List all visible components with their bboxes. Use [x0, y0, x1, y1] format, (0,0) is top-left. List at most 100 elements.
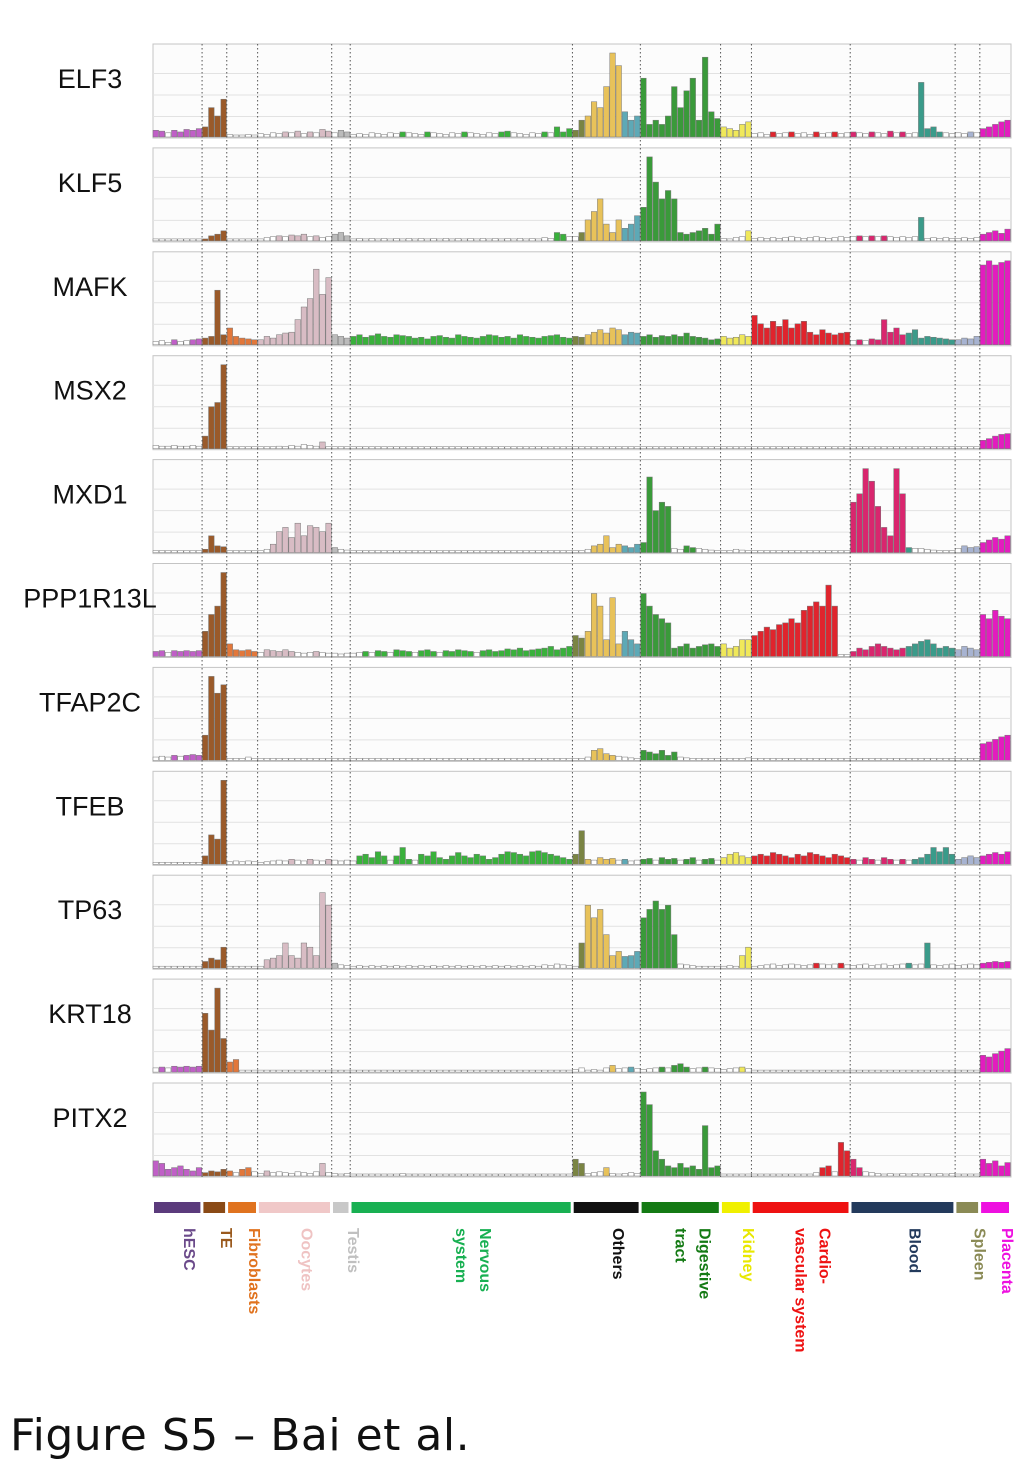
tissue-label: Kidney — [739, 1228, 756, 1281]
expression-bar — [152, 965, 159, 969]
expression-bar — [578, 1163, 585, 1177]
expression-bar — [498, 131, 505, 138]
expression-bar — [677, 1063, 684, 1073]
expression-bar — [844, 550, 851, 553]
expression-bar — [202, 734, 209, 761]
expression-bar — [220, 946, 227, 969]
expression-bar — [770, 1069, 777, 1073]
expression-bar — [214, 545, 221, 553]
expression-bar — [399, 131, 406, 138]
expression-bar — [621, 631, 628, 657]
expression-bar — [689, 446, 696, 449]
expression-bar — [874, 964, 882, 969]
expression-bar — [831, 131, 838, 138]
expression-bar — [708, 965, 715, 969]
expression-bar — [566, 446, 573, 449]
expression-bar — [516, 965, 524, 969]
expression-bar — [732, 237, 740, 242]
expression-bar — [202, 1172, 209, 1177]
expression-bar — [399, 446, 406, 449]
expression-bar — [374, 133, 382, 138]
expression-bar — [362, 550, 369, 553]
expression-bar — [732, 758, 740, 761]
tissue-color-bar — [333, 1202, 349, 1213]
expression-bar — [924, 336, 931, 346]
tissue-label: Digestive — [695, 1228, 712, 1299]
expression-bar — [449, 855, 456, 865]
expression-bar — [337, 336, 344, 346]
expression-bar — [313, 758, 320, 761]
expression-bar — [344, 859, 351, 865]
expression-bar — [393, 855, 400, 865]
expression-bar — [881, 235, 888, 242]
expression-bar — [288, 651, 295, 657]
expression-bar — [189, 550, 196, 553]
tissue-label: Placenta — [998, 1228, 1015, 1294]
expression-bar — [837, 1069, 844, 1073]
expression-bar — [689, 336, 696, 346]
expression-bar — [813, 446, 820, 449]
expression-bar — [887, 1173, 894, 1177]
expression-bar — [961, 446, 968, 449]
expression-bar — [393, 238, 400, 242]
expression-bar — [652, 859, 659, 865]
expression-bar — [245, 238, 252, 242]
expression-bar — [930, 758, 937, 761]
expression-bar — [745, 757, 752, 761]
expression-bar — [695, 548, 703, 553]
expression-bar — [714, 338, 721, 346]
expression-bar — [245, 1069, 252, 1073]
expression-bar — [220, 572, 227, 657]
expression-bar — [473, 446, 480, 449]
expression-bar — [152, 651, 159, 657]
expression-bar — [726, 550, 733, 553]
expression-bar — [807, 550, 814, 553]
expression-bar — [887, 130, 894, 138]
expression-bar — [412, 652, 419, 657]
expression-bar — [776, 624, 783, 657]
expression-bar — [424, 338, 431, 346]
expression-bar — [504, 550, 511, 553]
expression-bar — [171, 339, 178, 346]
expression-bar — [603, 1067, 610, 1073]
expression-bar — [597, 857, 604, 865]
expression-bar — [553, 963, 561, 969]
expression-bar — [307, 758, 314, 761]
expression-bar — [467, 446, 474, 449]
expression-bar — [189, 754, 196, 761]
expression-bar — [819, 963, 826, 969]
expression-bar — [702, 228, 709, 242]
tissue-label: tract — [671, 1228, 688, 1263]
expression-bar — [819, 133, 826, 138]
expression-bar — [949, 853, 956, 865]
expression-bar — [387, 965, 394, 969]
expression-bar — [442, 1173, 449, 1177]
expression-bar — [628, 860, 635, 865]
expression-bar — [479, 855, 486, 865]
expression-bar — [325, 652, 332, 657]
expression-bar — [949, 647, 956, 657]
expression-bar — [584, 1173, 591, 1177]
expression-bar — [319, 531, 326, 553]
expression-bar — [695, 1067, 703, 1073]
expression-bar — [708, 233, 715, 242]
expression-bar — [430, 758, 437, 761]
expression-bar — [646, 124, 653, 138]
expression-bar — [189, 965, 196, 969]
tissue-color-bar — [752, 1202, 849, 1213]
expression-bar — [893, 859, 900, 865]
expression-bar — [300, 133, 307, 138]
expression-bar — [874, 132, 882, 138]
expression-bar — [992, 1053, 999, 1073]
expression-bar — [702, 758, 709, 761]
expression-bar — [911, 548, 919, 553]
expression-bar — [825, 238, 832, 242]
expression-bar — [757, 550, 764, 553]
expression-bar — [986, 126, 993, 138]
expression-bar — [881, 857, 888, 865]
expression-bar — [553, 446, 561, 449]
expression-bar — [152, 550, 159, 553]
expression-bar — [739, 855, 746, 865]
tissue-color-bar — [641, 1202, 719, 1213]
expression-bar — [899, 236, 906, 242]
